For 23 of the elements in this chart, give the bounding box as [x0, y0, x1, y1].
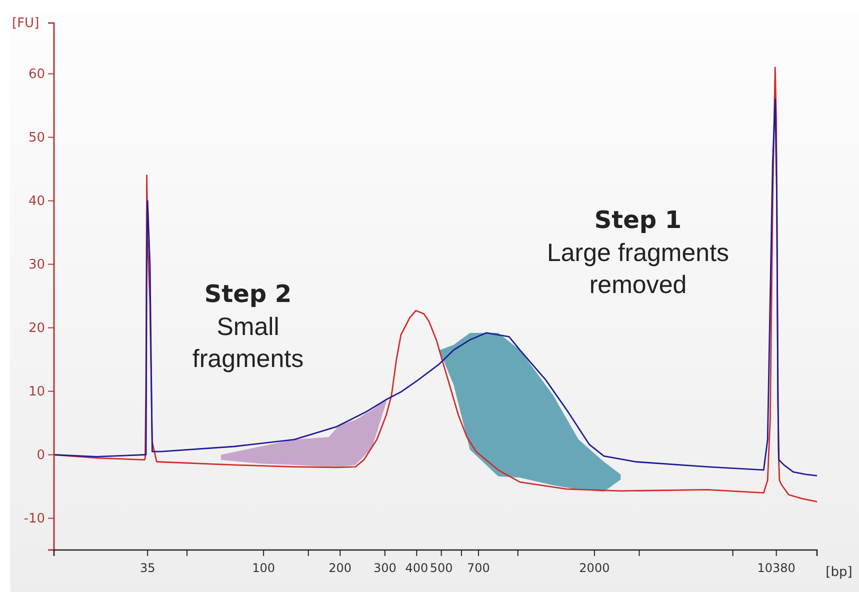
y-tick-label: 10 [28, 384, 45, 400]
x-tick-label: 700 [467, 561, 490, 576]
y-tick-label: 20 [28, 320, 45, 336]
y-tick-label: 60 [28, 66, 45, 82]
annotation: Small fragments [192, 313, 304, 373]
y-axis-title: [FU] [12, 16, 40, 31]
y-tick-label: 0 [36, 448, 45, 463]
x-tick-label: 500 [430, 561, 453, 576]
annotation: Large fragments removed [546, 239, 730, 299]
annotation: Step 1 [594, 206, 682, 234]
x-tick-label: 200 [328, 561, 352, 576]
x-tick-label: 10380 [757, 561, 796, 576]
x-tick-label: 100 [252, 561, 275, 576]
y-tick-label: 30 [28, 257, 45, 272]
annotation: Step 2 [204, 280, 292, 308]
x-tick-label: 35 [140, 561, 156, 576]
y-tick-label: 40 [28, 194, 45, 209]
x-axis-title: [bp] [826, 565, 852, 580]
x-tick-label: 300 [373, 561, 396, 576]
y-tick-label: 50 [28, 130, 45, 146]
x-tick-label: 400 [405, 561, 428, 576]
x-tick-label: 2000 [579, 561, 610, 576]
y-tick-label: -10 [24, 511, 45, 526]
